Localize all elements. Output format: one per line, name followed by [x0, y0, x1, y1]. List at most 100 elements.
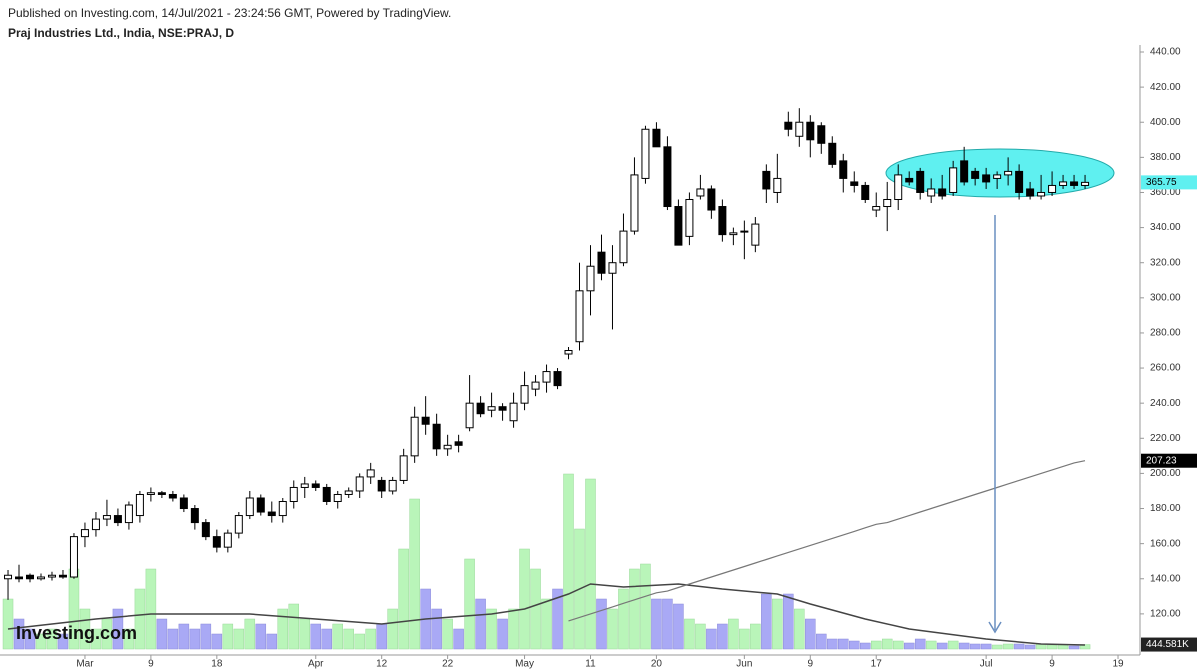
candle-body: [245, 497, 254, 517]
candle-body: [850, 181, 859, 186]
candle-body: [267, 511, 276, 517]
volume-bar: [849, 640, 860, 650]
candle-body: [157, 492, 166, 495]
candle-body: [36, 576, 45, 580]
volume-bar: [783, 593, 794, 650]
candle-body: [509, 402, 518, 422]
volume-bar: [244, 618, 256, 650]
price-ma-label: 207.23: [1146, 455, 1177, 466]
volume-bar: [178, 623, 190, 650]
candle-body: [806, 121, 815, 141]
candle-body: [91, 518, 100, 531]
y-tick-label: 400.00: [1150, 117, 1181, 128]
candle-body: [113, 515, 122, 524]
candle-body: [696, 188, 705, 197]
candle-body: [773, 177, 782, 193]
volume-bar: [442, 618, 453, 650]
candle-body: [883, 198, 892, 208]
candle-body: [168, 493, 177, 499]
volume-bar: [376, 623, 387, 650]
candle-body: [894, 174, 903, 200]
candle-body: [135, 493, 144, 517]
volume-bar: [991, 644, 1003, 650]
x-tick-label: 9: [148, 659, 154, 670]
volume-bar: [980, 643, 992, 650]
volume-bar: [233, 628, 245, 650]
volume-bar: [57, 633, 69, 650]
volume-bar: [1046, 644, 1058, 650]
candle-body: [575, 290, 584, 343]
volume-bar: [13, 618, 25, 650]
volume-bar: [838, 638, 849, 650]
y-tick-label: 160.00: [1150, 538, 1181, 549]
volume-bar: [903, 642, 915, 650]
candle-body: [102, 515, 111, 520]
volume-bar: [585, 478, 596, 650]
candle-body: [443, 444, 452, 450]
volume-bar: [79, 608, 91, 650]
subtitle: Published on Investing.com, 14/Jul/2021 …: [8, 6, 451, 20]
price-ma-line: [568, 460, 1086, 622]
volume-bar: [519, 548, 530, 650]
y-tick-label: 200.00: [1150, 468, 1181, 479]
y-tick-label: 420.00: [1150, 82, 1181, 93]
volume-bar: [431, 608, 442, 650]
volume-bar: [24, 628, 36, 650]
candle-body: [487, 406, 496, 411]
x-tick-label: 9: [1049, 659, 1055, 670]
volume-bar: [706, 628, 717, 650]
candle-body: [586, 265, 595, 292]
volume-bar: [607, 608, 618, 650]
price-layer: [4, 108, 1090, 622]
volume-bar: [343, 628, 354, 650]
candle-body: [146, 492, 155, 495]
candle-body: [905, 177, 914, 183]
candle-body: [839, 160, 848, 179]
volume-bar: [717, 623, 728, 650]
y-tick-label: 220.00: [1150, 433, 1181, 444]
volume-bar: [464, 558, 475, 650]
candle-body: [784, 121, 793, 130]
candle-body: [938, 188, 947, 197]
volume-bar: [266, 633, 278, 650]
candle-body: [69, 536, 78, 578]
x-tick-label: Mar: [76, 659, 94, 670]
candle-body: [4, 574, 13, 580]
candle-body: [1070, 181, 1079, 186]
candle-body: [927, 188, 936, 197]
candle-body: [663, 146, 672, 208]
candle-body: [685, 198, 694, 237]
volume-bar: [1024, 644, 1036, 650]
candle-body: [179, 497, 188, 510]
candle-body: [674, 206, 683, 246]
candle-body: [1026, 188, 1035, 197]
volume-bar: [827, 638, 838, 650]
candle-body: [619, 230, 628, 264]
candle-body: [201, 522, 210, 538]
y-tick-label: 440.00: [1150, 47, 1181, 58]
x-tick-label: 19: [1112, 659, 1124, 670]
y-tick-label: 360.00: [1150, 187, 1181, 198]
candle-body: [223, 532, 232, 548]
volume-bar: [508, 608, 519, 650]
candle-body: [278, 501, 287, 517]
last-volume-label-box: [1141, 637, 1197, 652]
volume-bar: [805, 618, 816, 650]
candle-body: [465, 402, 474, 429]
volume-bar: [914, 638, 926, 650]
volume-layer: [2, 473, 1091, 650]
candle-body: [1004, 170, 1013, 176]
candle-body: [652, 128, 661, 148]
volume-bar: [365, 628, 376, 650]
volume-bar: [277, 608, 289, 650]
y-tick-label: 240.00: [1150, 398, 1181, 409]
arrow-head: [988, 621, 1002, 634]
x-tick-label: May: [515, 659, 534, 670]
candle-body: [289, 486, 298, 503]
candle-body: [377, 479, 386, 492]
candle-body: [366, 469, 375, 478]
volume-bar: [332, 623, 343, 650]
volume-bar: [1079, 644, 1091, 650]
candle-body: [762, 170, 771, 190]
candle-body: [322, 486, 331, 503]
